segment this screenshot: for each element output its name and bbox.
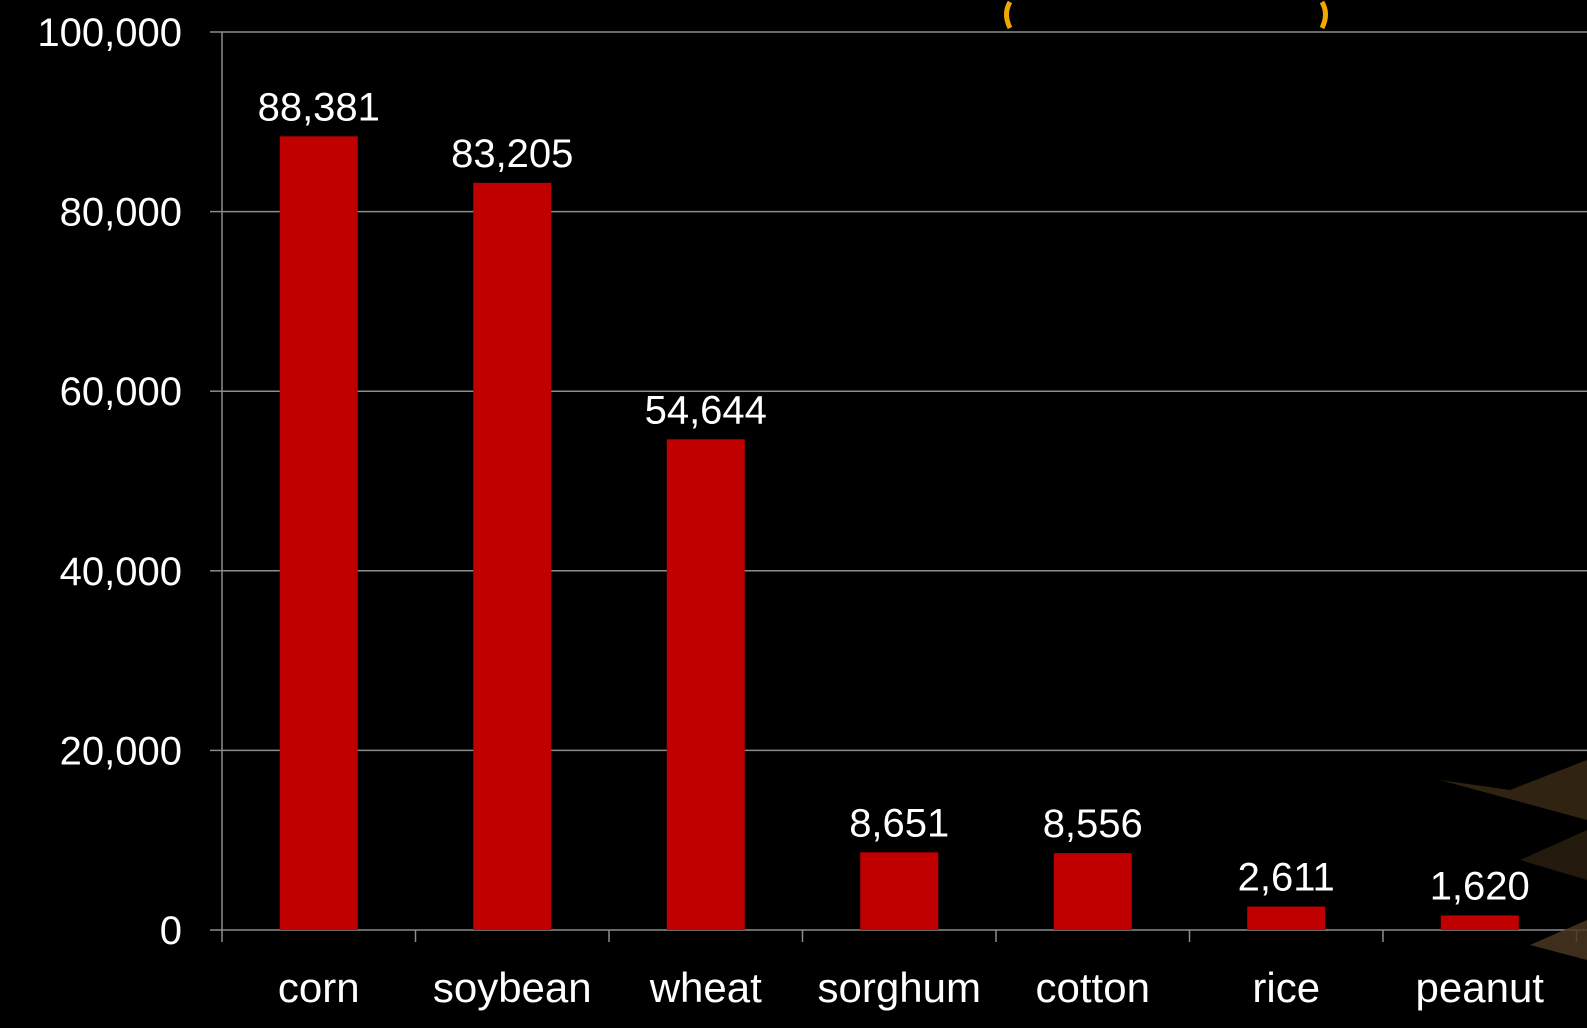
bar-peanut <box>1440 915 1519 930</box>
x-tick-label-cotton: cotton <box>1036 964 1150 1011</box>
decorative-wheat-image <box>1440 760 1587 960</box>
bar-corn <box>279 136 358 930</box>
x-tick-label-rice: rice <box>1252 964 1320 1011</box>
y-tick-label: 40,000 <box>60 550 182 594</box>
tick-labels: 0 20,000 40,000 60,000 80,000 100,000 corn soyb… <box>37 11 1544 1011</box>
bar-wheat <box>666 439 745 930</box>
data-label-wheat: 54,644 <box>645 388 767 432</box>
bar-rice <box>1247 906 1326 930</box>
x-tick-label-peanut: peanut <box>1416 964 1545 1011</box>
gridlines <box>222 31 1587 752</box>
bars <box>279 136 1519 931</box>
bar-sorghum <box>860 852 939 930</box>
data-label-sorghum: 8,651 <box>849 801 949 845</box>
cropped-title-fragment <box>1004 0 1328 30</box>
y-tick-label: 20,000 <box>60 729 182 773</box>
data-label-cotton: 8,556 <box>1043 802 1143 846</box>
data-label-soybean: 83,205 <box>451 132 573 176</box>
data-label-corn: 88,381 <box>258 85 380 129</box>
data-label-rice: 2,611 <box>1238 856 1335 900</box>
x-tick-label-corn: corn <box>278 964 360 1011</box>
data-labels: 88,381 83,205 54,644 8,651 8,556 2,611 1,620 <box>258 85 1530 908</box>
x-tick-label-sorghum: sorghum <box>818 964 981 1011</box>
bar-soybean <box>473 182 552 931</box>
data-label-peanut: 1,620 <box>1430 864 1530 908</box>
y-tick-label: 60,000 <box>60 370 182 414</box>
y-tick-label: 100,000 <box>37 11 182 55</box>
x-tick-label-wheat: wheat <box>649 964 762 1011</box>
y-tick-label: 0 <box>160 909 182 953</box>
x-tick-label-soybean: soybean <box>433 964 592 1011</box>
bar-cotton <box>1053 853 1132 930</box>
y-tick-label: 80,000 <box>60 191 182 235</box>
